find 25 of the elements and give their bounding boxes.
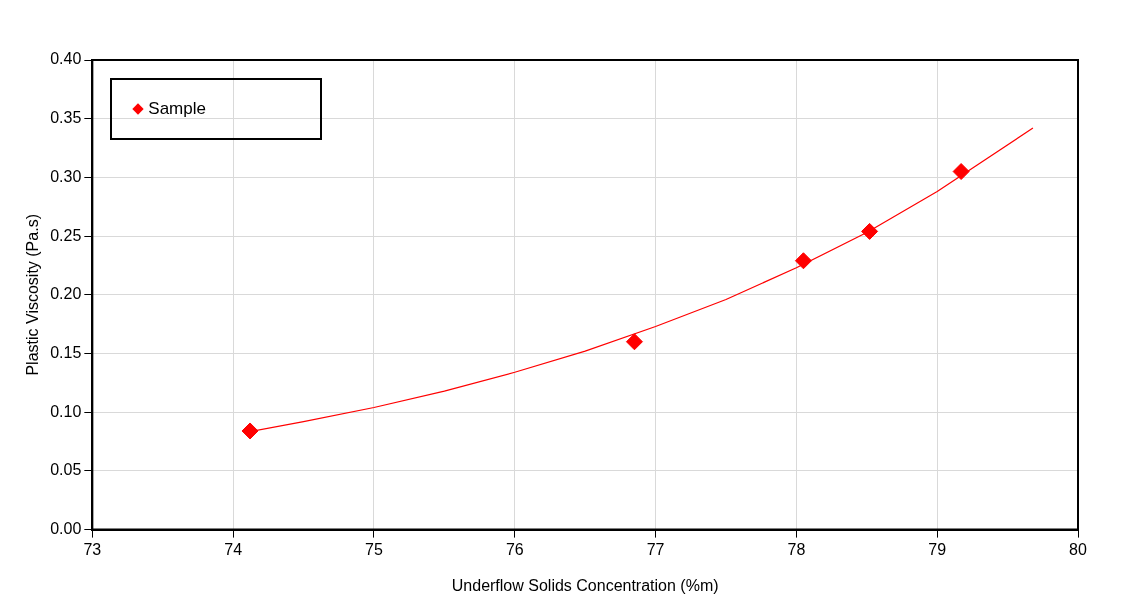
point [794,252,812,270]
x-tick-label: 73 [83,540,102,558]
y-tick-label: 0.40 [50,50,82,68]
legend-label: Sample [148,99,206,119]
y-tick-label: 0.20 [50,285,82,303]
y-tick-label: 0.05 [50,461,82,479]
x-tick-label: 76 [505,540,524,558]
x-tick-label: 78 [787,540,806,558]
x-tick-label: 75 [365,540,383,558]
x-tick-label: 80 [1069,540,1087,558]
x-tick-label: 74 [224,540,243,558]
y-tick-label: 0.30 [50,167,82,185]
x-tick-label: 79 [928,540,947,558]
y-tick-label: 0.25 [50,226,82,244]
point [625,333,643,351]
x-tick-label: 77 [646,540,665,558]
y-tick-label: 0.35 [50,109,82,127]
point [952,163,970,181]
point [241,422,259,440]
y-tick-label: 0.00 [50,520,82,538]
point [861,222,879,240]
y-tick-label: 0.15 [50,343,82,361]
x-axis-title: Underflow Solids Concentration (%m) [451,576,719,594]
y-axis-title: Plastic Viscosity (Pa.s) [24,214,42,376]
y-tick-label: 0.10 [50,402,82,420]
